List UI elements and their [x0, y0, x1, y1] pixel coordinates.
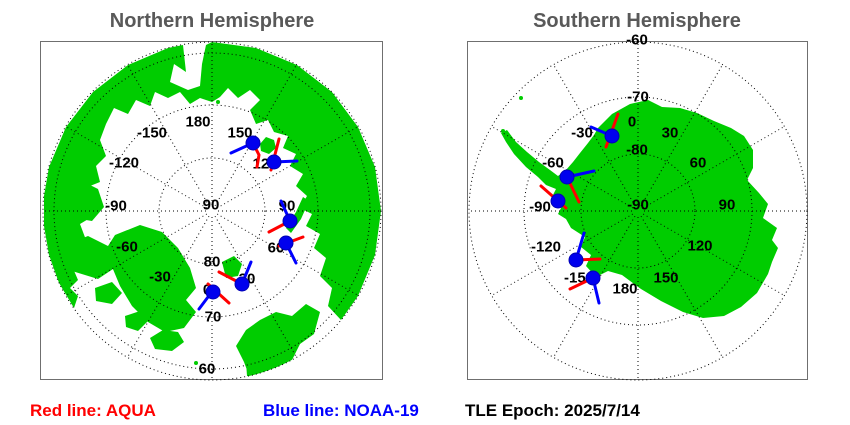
- legend-aqua: Red line: AQUA: [30, 401, 156, 420]
- south-map-frame: [467, 41, 808, 380]
- tle-epoch-label: TLE Epoch: 2025/7/14: [465, 401, 640, 420]
- north-map-title: Northern Hemisphere: [109, 10, 315, 32]
- north-map-frame: [40, 41, 383, 380]
- south-map-title: Southern Hemisphere: [533, 10, 741, 32]
- legend-noaa19: Blue line: NOAA-19: [263, 401, 419, 420]
